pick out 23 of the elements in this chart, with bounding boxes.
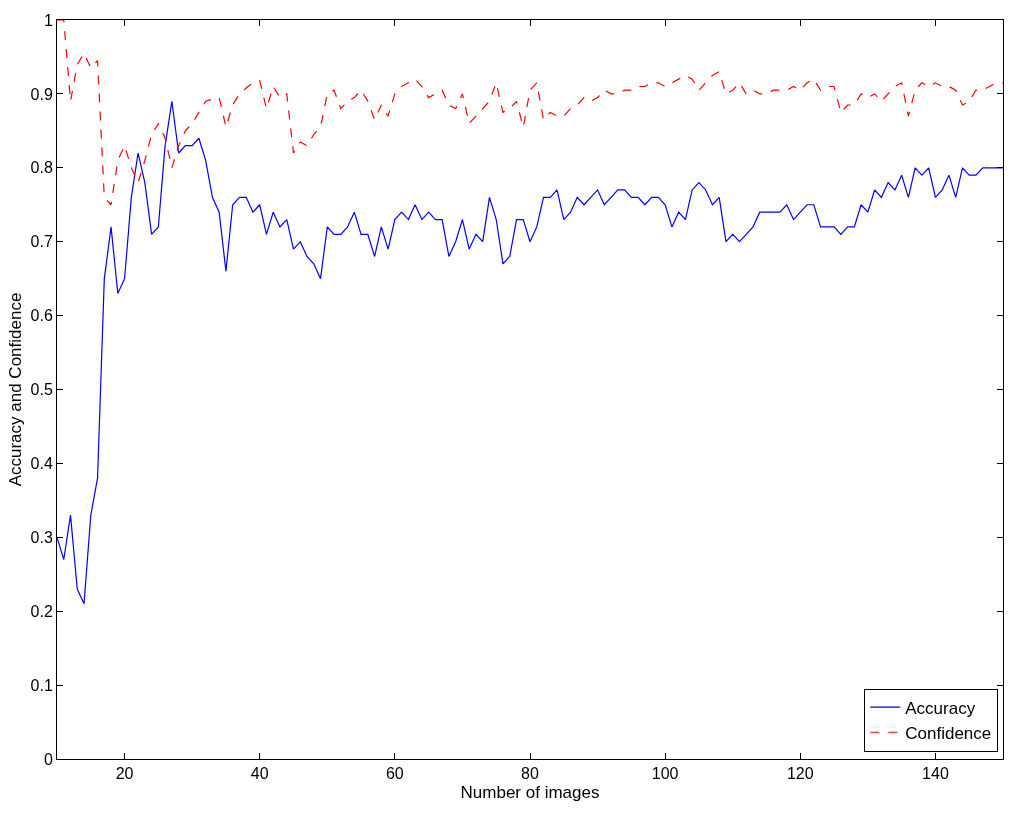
y-tick-label: 0.3: [30, 528, 53, 546]
y-tick-label: 0: [43, 750, 53, 768]
y-tick-label: 0.7: [30, 233, 53, 251]
x-tick-label: 60: [385, 765, 404, 783]
y-tick-label: 1: [43, 11, 53, 29]
legend-label: Accuracy: [905, 698, 976, 718]
x-tick-label: 120: [786, 765, 814, 783]
y-tick-label: 0.6: [30, 307, 53, 325]
x-axis-title: Number of images: [460, 782, 600, 802]
y-tick-label: 0.4: [30, 455, 53, 472]
line-series: [57, 20, 1003, 206]
x-tick-label: 100: [651, 765, 679, 783]
y-tick-label: 0.9: [30, 85, 53, 103]
y-tick-label: 0.8: [30, 159, 53, 177]
x-tick-label: 20: [115, 765, 134, 783]
x-tick-label: 40: [250, 765, 269, 783]
y-tick-label: 0.1: [30, 676, 53, 694]
x-tick-label: 140: [922, 765, 949, 783]
y-axis-title: Accuracy and Confidence: [6, 292, 26, 487]
y-tick-label: 0.2: [30, 602, 53, 620]
legend-label: Confidence: [905, 723, 992, 743]
y-tick-label: 0.5: [30, 381, 53, 399]
x-tick-label: 80: [521, 765, 539, 783]
